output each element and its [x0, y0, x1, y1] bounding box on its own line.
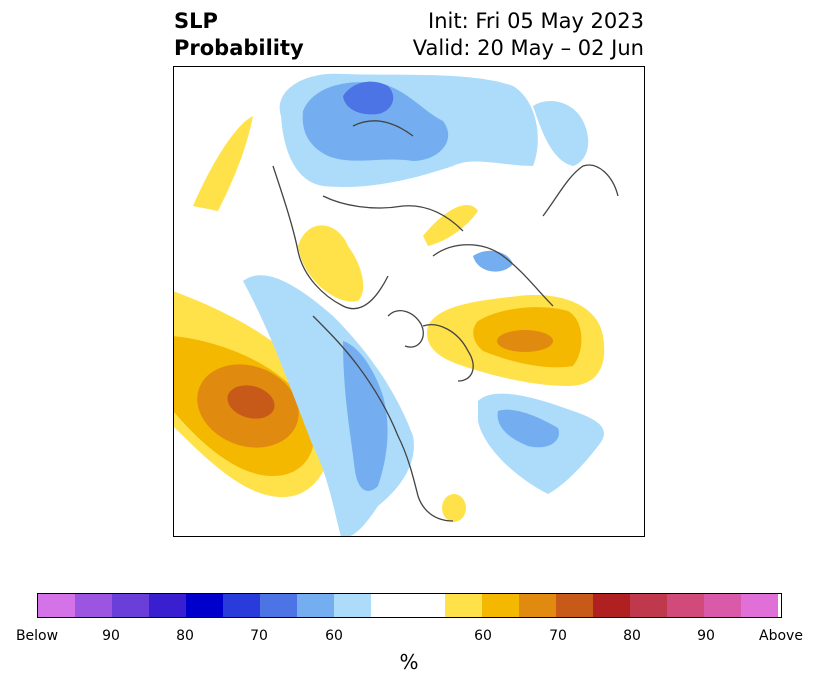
colorbar-tick-label: 60 — [325, 628, 343, 644]
colorbar-unit: % — [399, 650, 419, 674]
colorbar-segment — [482, 594, 519, 617]
colorbar-segment — [149, 594, 186, 617]
probability-map — [173, 66, 645, 537]
colorbar-segment — [112, 594, 149, 617]
title-product: Probability — [174, 36, 304, 60]
init-date: Init: Fri 05 May 2023 — [428, 9, 644, 33]
coastlines — [272, 120, 619, 522]
colorbar-tick-label: 80 — [176, 628, 194, 644]
colorbar-tick-label: 80 — [623, 628, 641, 644]
map-canvas — [173, 66, 645, 537]
colorbar-segment — [186, 594, 223, 617]
colorbar — [37, 593, 782, 618]
colorbar-tick-label: 70 — [250, 628, 268, 644]
colorbar-segment — [741, 594, 778, 617]
map-title: SLP Probability — [174, 8, 304, 62]
colorbar-tick-label: 90 — [102, 628, 120, 644]
colorbar-segment — [630, 594, 667, 617]
eurasia-below — [279, 73, 589, 272]
colorbar-segment — [519, 594, 556, 617]
colorbar-segment — [260, 594, 297, 617]
colorbar-segment — [704, 594, 741, 617]
colorbar-segment — [556, 594, 593, 617]
colorbar-tick-label: 90 — [697, 628, 715, 644]
colorbar-segment — [75, 594, 112, 617]
north-america-below — [243, 275, 414, 537]
colorbar-segment — [334, 594, 371, 617]
colorbar-segment — [371, 594, 445, 617]
minor-above-patches — [193, 116, 478, 522]
colorbar-segment — [593, 594, 630, 617]
colorbar-segment — [223, 594, 260, 617]
colorbar-tick-label: Below — [15, 628, 59, 644]
pacific-above-high — [173, 291, 332, 498]
colorbar-tick-label: Above — [759, 628, 803, 644]
north-atlantic-below — [478, 393, 605, 494]
colorbar-segment — [297, 594, 334, 617]
colorbar-segment — [667, 594, 704, 617]
valid-range: Valid: 20 May – 02 Jun — [412, 36, 644, 60]
colorbar-segment — [38, 594, 75, 617]
colorbar-segment — [445, 594, 482, 617]
colorbar-tick-label: 70 — [549, 628, 567, 644]
colorbar-tick-label: 60 — [474, 628, 492, 644]
map-dates: Init: Fri 05 May 2023 Valid: 20 May – 02… — [413, 8, 644, 62]
title-variable: SLP — [174, 9, 218, 33]
atlantic-above-high — [427, 295, 605, 386]
